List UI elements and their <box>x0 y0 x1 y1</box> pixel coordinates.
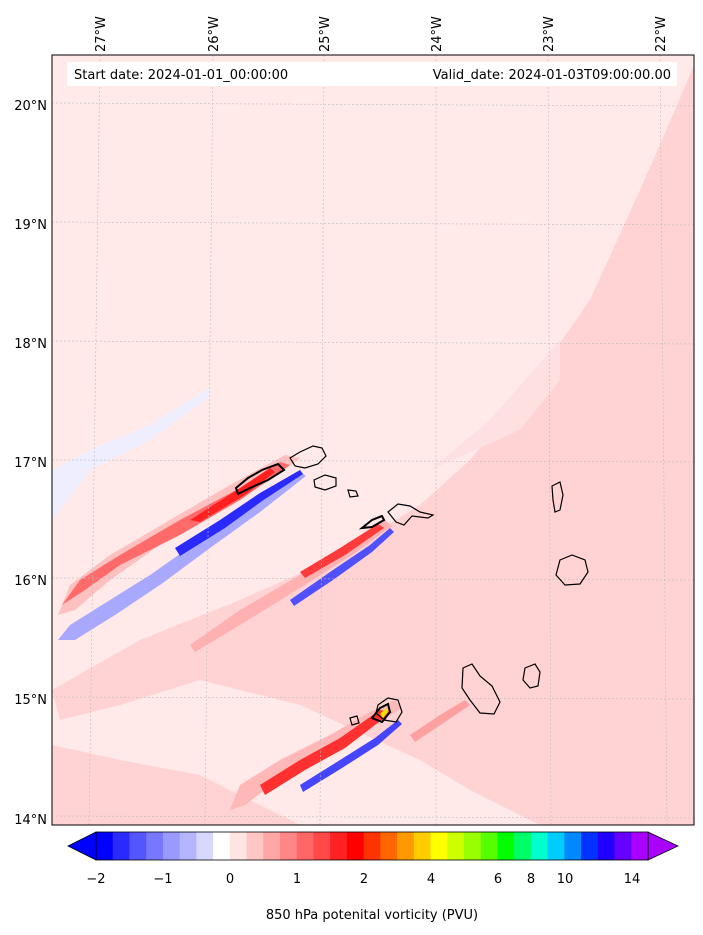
colorbar-segment <box>196 832 214 860</box>
colorbar-segment <box>246 832 264 860</box>
pv-streak-south-blue <box>300 720 402 792</box>
colorbar-segment <box>112 832 131 860</box>
colorbar-segment <box>313 832 331 860</box>
cbar-tick-neg1: −1 <box>153 872 172 887</box>
colorbar-segment <box>296 832 315 860</box>
island-brava <box>349 715 360 726</box>
cbar-tick-10: 10 <box>557 872 574 887</box>
lat-label-18n: 18°N <box>14 337 47 352</box>
lat-label-15n: 15°N <box>14 693 47 708</box>
colorbar-segment <box>346 832 365 860</box>
colorbar-segment <box>547 832 565 860</box>
colorbar-segment <box>280 832 298 860</box>
pv-streak-east-small <box>410 700 470 742</box>
lon-label-25w: 25°W <box>318 16 333 52</box>
colorbar-segment <box>229 832 248 860</box>
colorbar-segment <box>430 832 448 860</box>
cbar-tick-6: 6 <box>494 872 502 887</box>
colorbar-segment <box>96 832 114 860</box>
colorbar-segment <box>179 832 197 860</box>
lat-label-19n: 19°N <box>14 218 47 233</box>
colorbar-segment <box>363 832 381 860</box>
lon-label-22w: 22°W <box>654 16 669 52</box>
colorbar-segment <box>447 832 465 860</box>
island-fogo <box>375 697 403 723</box>
colorbar-segment <box>263 832 281 860</box>
contour-sao-nicolau <box>358 514 386 530</box>
lon-label-23w: 23°W <box>542 16 557 52</box>
colorbar-segment <box>464 832 482 860</box>
colorbar-segment <box>581 832 599 860</box>
start-date-text: Start date: 2024-01-01_00:00:00 <box>74 68 288 83</box>
colorbar-segment <box>564 832 582 860</box>
cbar-tick-neg2: −2 <box>86 872 105 887</box>
map-panel <box>52 55 694 825</box>
island-maio <box>522 663 541 689</box>
lon-label-27w: 27°W <box>94 16 109 52</box>
colorbar-frame <box>95 831 649 861</box>
high-pv-contours <box>234 462 392 724</box>
colorbar-segment <box>380 832 398 860</box>
colorbar-segment <box>530 832 549 860</box>
colorbar-segment <box>146 832 164 860</box>
cbar-tick-14: 14 <box>624 872 641 887</box>
colorbar-segment <box>597 832 616 860</box>
cbar-tick-2: 2 <box>360 872 368 887</box>
island-santiago <box>461 663 501 715</box>
longitude-labels: 27°W 26°W 25°W 24°W 23°W 22°W <box>94 16 669 52</box>
colorbar-segment <box>631 832 649 860</box>
valid-date-text: Valid_date: 2024-01-03T09:00:00.00 <box>433 68 671 83</box>
colorbar-segment <box>413 832 432 860</box>
negative-pv-region-west <box>52 387 210 520</box>
pv-streak-west-core <box>190 468 275 522</box>
pv-streak-middle-blue <box>290 528 394 606</box>
latitude-labels: 20°N 19°N 18°N 17°N 16°N 15°N 14°N <box>14 99 47 828</box>
island-sao-vicente <box>313 474 337 491</box>
cbar-tick-0: 0 <box>226 872 234 887</box>
colorbar <box>67 831 679 861</box>
cbar-tick-1: 1 <box>293 872 301 887</box>
island-boa-vista <box>555 554 589 586</box>
cbar-tick-8: 8 <box>527 872 535 887</box>
island-santa-luzia <box>347 489 359 498</box>
colorbar-segment <box>497 832 515 860</box>
colorbar-segment <box>129 832 147 860</box>
island-santo-antao <box>289 445 327 469</box>
colorbar-segment <box>397 832 415 860</box>
colorbar-extend-max <box>647 831 679 861</box>
colorbar-ticks: −2 −1 0 1 2 4 6 8 10 14 <box>86 872 640 887</box>
pv-streak-west-blue-core <box>175 470 303 556</box>
info-box <box>67 62 677 86</box>
colorbar-segment <box>162 832 181 860</box>
island-sao-nicolau <box>387 503 435 526</box>
cbar-tick-4: 4 <box>427 872 435 887</box>
colorbar-segment <box>514 832 532 860</box>
pv-field-band-east-inner <box>430 340 560 470</box>
pv-streak-middle-core <box>300 524 384 578</box>
graticule <box>52 55 694 825</box>
lat-label-17n: 17°N <box>14 456 47 471</box>
lon-label-24w: 24°W <box>430 16 445 52</box>
colorbar-segment <box>330 832 348 860</box>
island-sal <box>551 481 564 513</box>
colorbar-segment <box>213 832 231 860</box>
yellow-pv-core-fogo <box>380 708 388 718</box>
map-frame <box>51 54 695 826</box>
colorbar-title: 850 hPa potenital vorticity (PVU) <box>266 908 478 923</box>
contour-fogo <box>370 702 392 724</box>
coastlines <box>289 445 589 726</box>
lat-label-16n: 16°N <box>14 574 47 589</box>
colorbar-extend-min <box>67 831 97 861</box>
lon-label-26w: 26°W <box>207 16 222 52</box>
contour-santo-antao <box>234 462 286 496</box>
pv-streak-south-core <box>260 710 392 795</box>
colorbar-segment <box>614 832 632 860</box>
lat-label-20n: 20°N <box>14 99 47 114</box>
lat-label-14n: 14°N <box>14 813 47 828</box>
colorbar-segment <box>480 832 499 860</box>
